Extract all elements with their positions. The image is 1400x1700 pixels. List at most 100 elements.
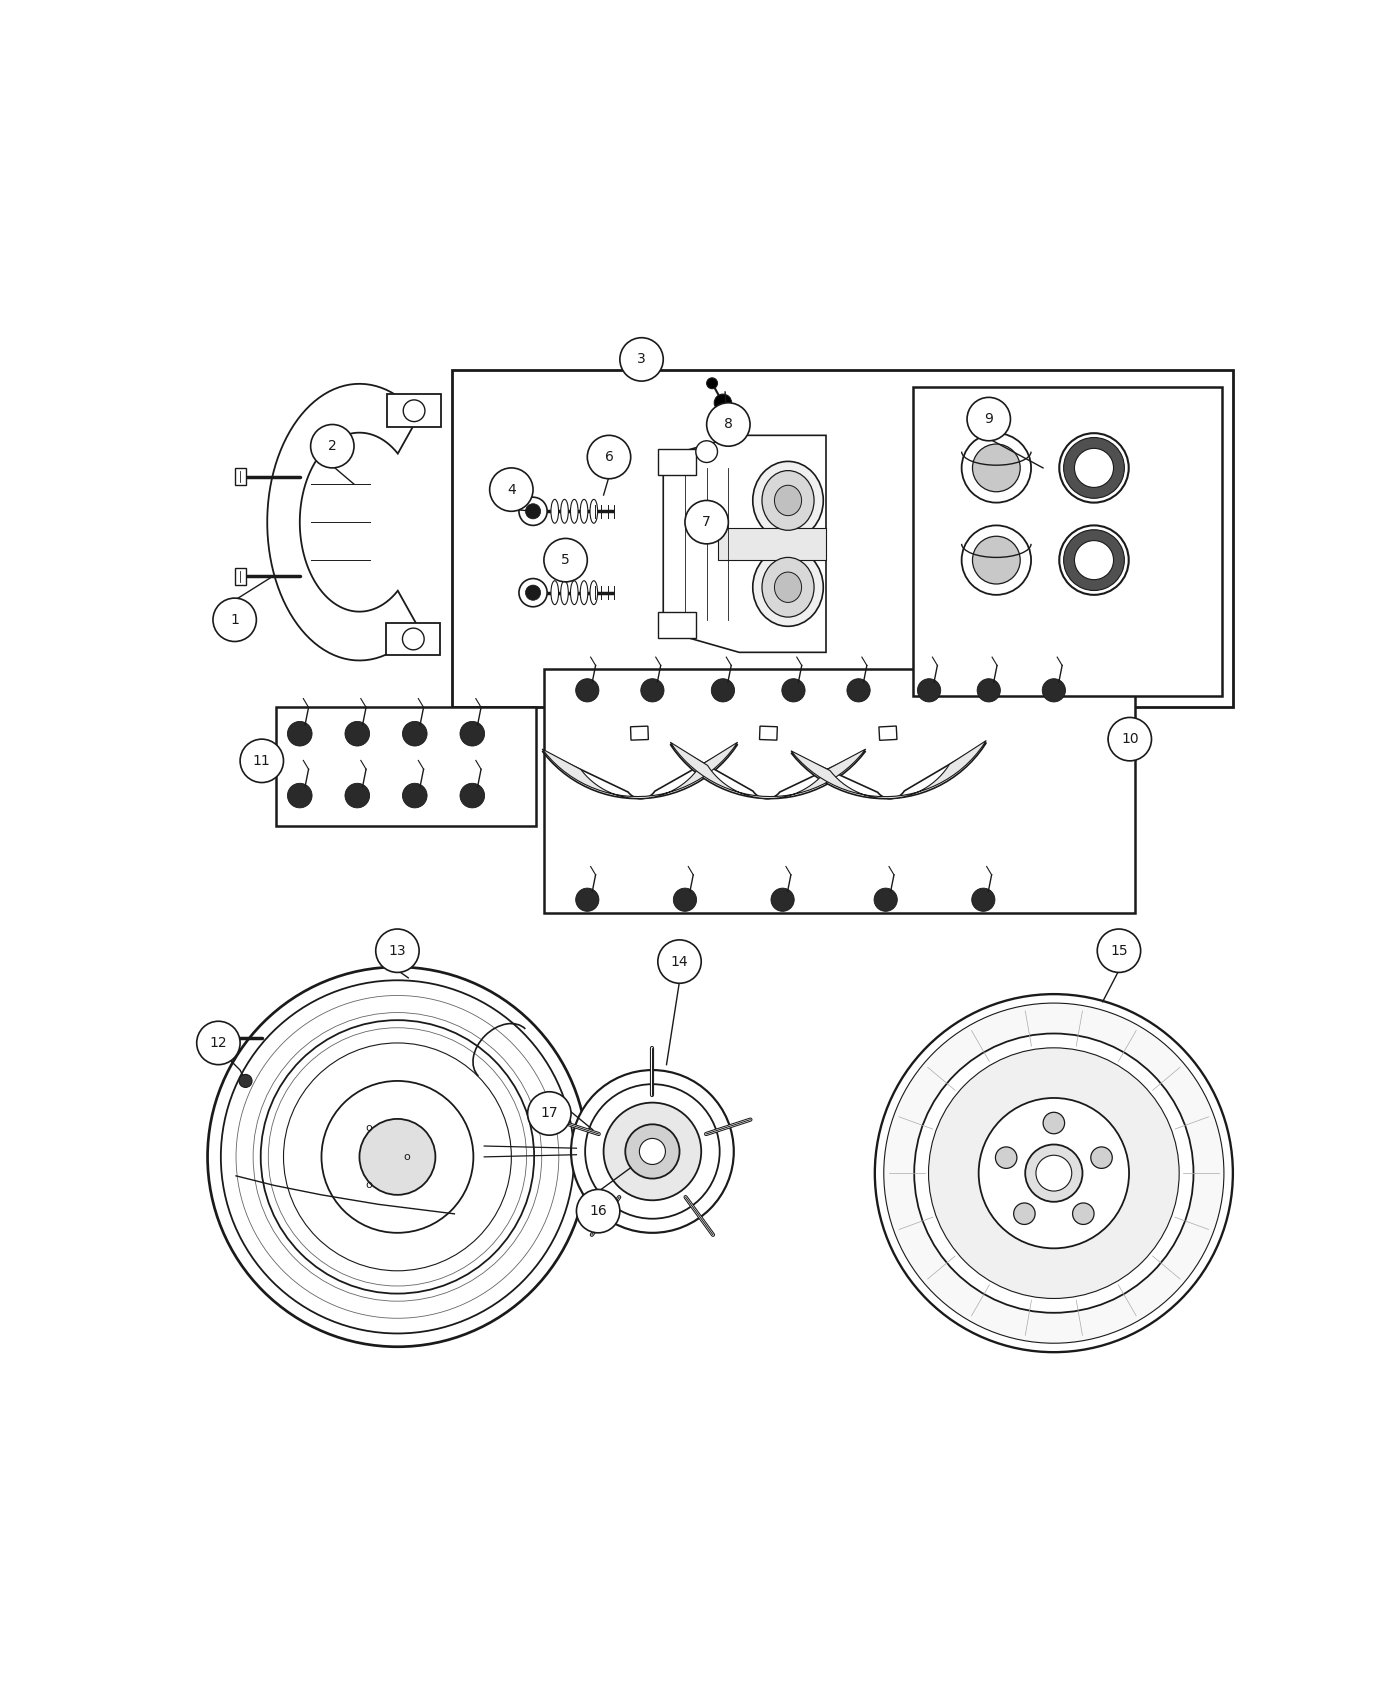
Ellipse shape bbox=[753, 461, 823, 539]
Circle shape bbox=[543, 539, 588, 581]
Polygon shape bbox=[791, 743, 987, 799]
Text: 1: 1 bbox=[230, 612, 239, 627]
Bar bbox=[235, 468, 245, 484]
Text: 14: 14 bbox=[671, 955, 689, 969]
Circle shape bbox=[707, 377, 717, 389]
Bar bbox=[235, 568, 245, 585]
Circle shape bbox=[196, 1022, 241, 1064]
Circle shape bbox=[1072, 539, 1116, 581]
Circle shape bbox=[962, 434, 1030, 503]
Circle shape bbox=[962, 525, 1030, 595]
Circle shape bbox=[685, 500, 728, 544]
Text: 6: 6 bbox=[605, 450, 613, 464]
Circle shape bbox=[571, 1069, 734, 1232]
Polygon shape bbox=[267, 384, 419, 661]
Circle shape bbox=[588, 435, 630, 479]
Circle shape bbox=[979, 1098, 1128, 1248]
Ellipse shape bbox=[580, 581, 588, 605]
Circle shape bbox=[707, 403, 750, 445]
Circle shape bbox=[1025, 1144, 1082, 1202]
Ellipse shape bbox=[589, 500, 598, 524]
Circle shape bbox=[239, 1074, 252, 1088]
Text: 8: 8 bbox=[724, 418, 732, 432]
Circle shape bbox=[1072, 1204, 1093, 1224]
Ellipse shape bbox=[570, 500, 578, 524]
Polygon shape bbox=[760, 726, 777, 740]
Circle shape bbox=[402, 784, 427, 808]
Circle shape bbox=[771, 887, 794, 911]
Circle shape bbox=[1091, 1148, 1112, 1168]
Circle shape bbox=[525, 585, 540, 600]
Text: 9: 9 bbox=[984, 411, 993, 427]
Circle shape bbox=[781, 678, 805, 702]
Circle shape bbox=[973, 444, 1021, 491]
Ellipse shape bbox=[774, 573, 802, 602]
Circle shape bbox=[585, 1085, 720, 1219]
Bar bbox=[386, 622, 441, 654]
Circle shape bbox=[490, 468, 533, 512]
Circle shape bbox=[403, 400, 426, 422]
Circle shape bbox=[696, 440, 717, 462]
Bar bbox=[717, 527, 826, 559]
Circle shape bbox=[641, 678, 664, 702]
Circle shape bbox=[1036, 1156, 1072, 1192]
Circle shape bbox=[402, 721, 427, 746]
Bar bbox=[658, 612, 696, 638]
Ellipse shape bbox=[552, 500, 559, 524]
Text: 15: 15 bbox=[1110, 944, 1128, 957]
Ellipse shape bbox=[561, 500, 568, 524]
Ellipse shape bbox=[762, 471, 813, 530]
Circle shape bbox=[626, 1124, 679, 1178]
Ellipse shape bbox=[561, 581, 568, 605]
Bar bbox=[545, 668, 1135, 913]
Text: o: o bbox=[403, 1153, 410, 1161]
Ellipse shape bbox=[552, 581, 559, 605]
Circle shape bbox=[519, 578, 547, 607]
Text: 5: 5 bbox=[561, 552, 570, 568]
Text: 7: 7 bbox=[703, 515, 711, 529]
Circle shape bbox=[344, 784, 370, 808]
Circle shape bbox=[461, 721, 484, 746]
Circle shape bbox=[875, 994, 1233, 1352]
Text: 3: 3 bbox=[637, 352, 645, 367]
Polygon shape bbox=[664, 435, 826, 653]
Circle shape bbox=[977, 678, 1001, 702]
Circle shape bbox=[1072, 445, 1116, 490]
Circle shape bbox=[914, 1034, 1193, 1312]
Circle shape bbox=[525, 503, 540, 518]
Circle shape bbox=[283, 1042, 511, 1272]
Circle shape bbox=[640, 1139, 665, 1164]
Text: 10: 10 bbox=[1121, 733, 1138, 746]
Circle shape bbox=[883, 1003, 1224, 1343]
Text: 13: 13 bbox=[389, 944, 406, 957]
Polygon shape bbox=[542, 745, 738, 799]
Text: 4: 4 bbox=[507, 483, 515, 496]
Circle shape bbox=[620, 338, 664, 381]
Bar bbox=[913, 386, 1222, 695]
Bar bbox=[202, 1030, 211, 1046]
Text: o: o bbox=[365, 1180, 372, 1190]
Ellipse shape bbox=[774, 484, 802, 515]
Text: 2: 2 bbox=[328, 439, 336, 454]
Circle shape bbox=[375, 928, 419, 972]
Ellipse shape bbox=[580, 500, 588, 524]
Circle shape bbox=[658, 940, 701, 983]
Polygon shape bbox=[791, 741, 986, 799]
Circle shape bbox=[1043, 1112, 1064, 1134]
Bar bbox=[452, 371, 1233, 707]
Circle shape bbox=[847, 678, 871, 702]
Text: 11: 11 bbox=[253, 753, 270, 768]
Bar bbox=[658, 449, 696, 476]
Circle shape bbox=[260, 1020, 535, 1294]
Circle shape bbox=[972, 887, 995, 911]
Circle shape bbox=[928, 1047, 1179, 1299]
Circle shape bbox=[1014, 1204, 1035, 1224]
Text: 12: 12 bbox=[210, 1035, 227, 1051]
Circle shape bbox=[577, 1190, 620, 1232]
Circle shape bbox=[322, 1081, 473, 1232]
Circle shape bbox=[1060, 525, 1128, 595]
Circle shape bbox=[673, 887, 697, 911]
Bar bbox=[276, 707, 536, 826]
Circle shape bbox=[287, 784, 312, 808]
Circle shape bbox=[311, 425, 354, 468]
